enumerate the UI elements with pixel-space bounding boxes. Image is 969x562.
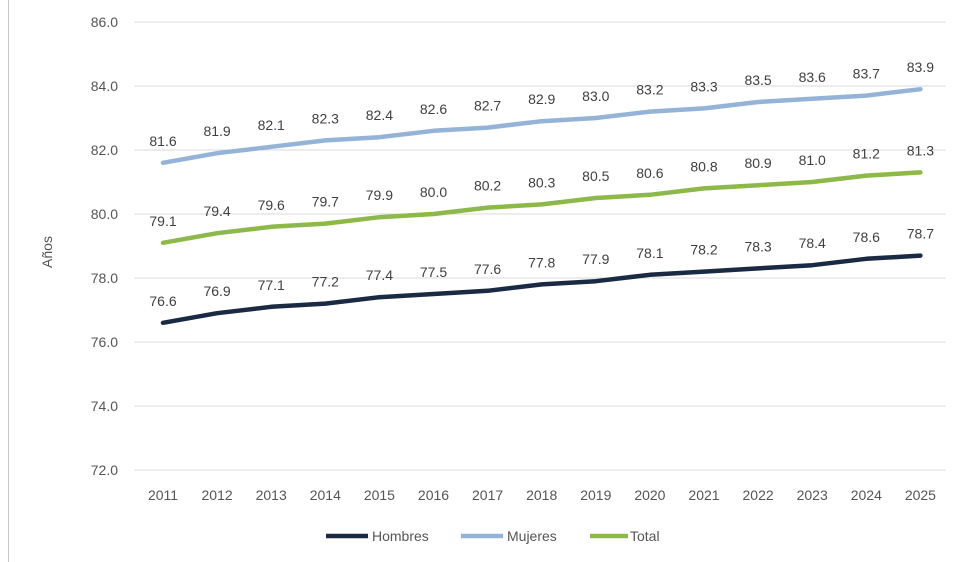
data-label: 78.3 [744, 238, 771, 254]
x-tick-label: 2021 [688, 487, 719, 503]
y-tick-label: 72.0 [91, 462, 118, 478]
frame-border [8, 0, 9, 562]
x-tick-label: 2019 [580, 487, 611, 503]
data-label: 80.9 [744, 155, 771, 171]
data-label: 83.0 [582, 88, 609, 104]
data-label: 81.2 [853, 146, 880, 162]
y-axis-ticks: 72.0 74.0 76.0 78.0 80.0 82.0 84.0 86.0 [91, 14, 118, 478]
data-label: 77.9 [582, 251, 609, 267]
data-label: 77.6 [474, 261, 501, 277]
y-tick-label: 84.0 [91, 78, 118, 94]
series-line-mujeres [160, 86, 923, 166]
x-tick-label: 2023 [797, 487, 828, 503]
x-tick-label: 2017 [472, 487, 503, 503]
data-label: 76.6 [149, 293, 176, 309]
data-label: 78.7 [907, 226, 934, 242]
data-label: 80.8 [690, 158, 717, 174]
x-axis-ticks: 2011 2012 2013 2014 2015 2016 2017 2018 2019 2020… [148, 487, 936, 503]
data-label: 80.2 [474, 178, 501, 194]
data-label: 83.7 [853, 66, 880, 82]
data-label: 76.9 [203, 283, 230, 299]
data-label: 77.8 [528, 254, 555, 270]
data-label: 81.9 [203, 123, 230, 139]
y-tick-label: 82.0 [91, 142, 118, 158]
data-label: 80.0 [420, 184, 447, 200]
legend-label-mujeres: Mujeres [507, 528, 557, 544]
legend-label-hombres: Hombres [372, 528, 429, 544]
data-label: 81.6 [149, 133, 176, 149]
y-tick-label: 78.0 [91, 270, 118, 286]
data-label: 77.4 [366, 267, 393, 283]
data-label: 82.4 [366, 107, 393, 123]
x-tick-label: 2016 [418, 487, 449, 503]
data-label: 79.7 [312, 194, 339, 210]
gridlines [134, 21, 946, 471]
x-tick-label: 2022 [743, 487, 774, 503]
data-label: 83.5 [744, 72, 771, 88]
data-label: 82.9 [528, 91, 555, 107]
data-label: 77.1 [258, 277, 285, 293]
x-tick-label: 2020 [634, 487, 665, 503]
data-label: 78.6 [853, 229, 880, 245]
data-label: 77.2 [312, 274, 339, 290]
y-tick-label: 80.0 [91, 206, 118, 222]
x-tick-label: 2013 [256, 487, 287, 503]
x-tick-label: 2024 [851, 487, 882, 503]
series-line-total [160, 170, 923, 246]
x-tick-label: 2014 [310, 487, 341, 503]
y-tick-label: 74.0 [91, 398, 118, 414]
data-label: 79.9 [366, 187, 393, 203]
data-label: 78.1 [636, 245, 663, 261]
data-labels: 76.6 76.9 77.1 77.2 77.4 77.5 77.6 77.8 77.9 78.1… [149, 59, 934, 309]
series-lines [160, 86, 923, 326]
y-tick-label: 76.0 [91, 334, 118, 350]
x-tick-label: 2012 [202, 487, 233, 503]
data-label: 83.6 [799, 69, 826, 85]
legend: Hombres Mujeres Total [326, 528, 660, 544]
data-label: 81.0 [799, 152, 826, 168]
x-tick-label: 2015 [364, 487, 395, 503]
data-label: 78.2 [690, 242, 717, 258]
data-label: 79.4 [203, 203, 230, 219]
series-line-hombres [160, 253, 923, 326]
data-label: 81.3 [907, 142, 934, 158]
data-label: 80.6 [636, 165, 663, 181]
data-label: 80.3 [528, 174, 555, 190]
data-label: 79.1 [149, 213, 176, 229]
data-label: 77.5 [420, 264, 447, 280]
legend-label-total: Total [630, 528, 660, 544]
data-label: 82.3 [312, 110, 339, 126]
data-label: 82.6 [420, 101, 447, 117]
data-label: 82.7 [474, 98, 501, 114]
data-label: 83.9 [907, 59, 934, 75]
y-axis-title: Años [39, 236, 55, 268]
x-tick-label: 2018 [526, 487, 557, 503]
data-label: 79.6 [258, 197, 285, 213]
data-label: 82.1 [258, 117, 285, 133]
x-tick-label: 2011 [148, 487, 178, 503]
data-label: 80.5 [582, 168, 609, 184]
x-tick-label: 2025 [905, 487, 936, 503]
data-label: 83.2 [636, 82, 663, 98]
y-tick-label: 86.0 [91, 14, 118, 30]
data-label: 78.4 [799, 235, 826, 251]
data-label: 83.3 [690, 78, 717, 94]
